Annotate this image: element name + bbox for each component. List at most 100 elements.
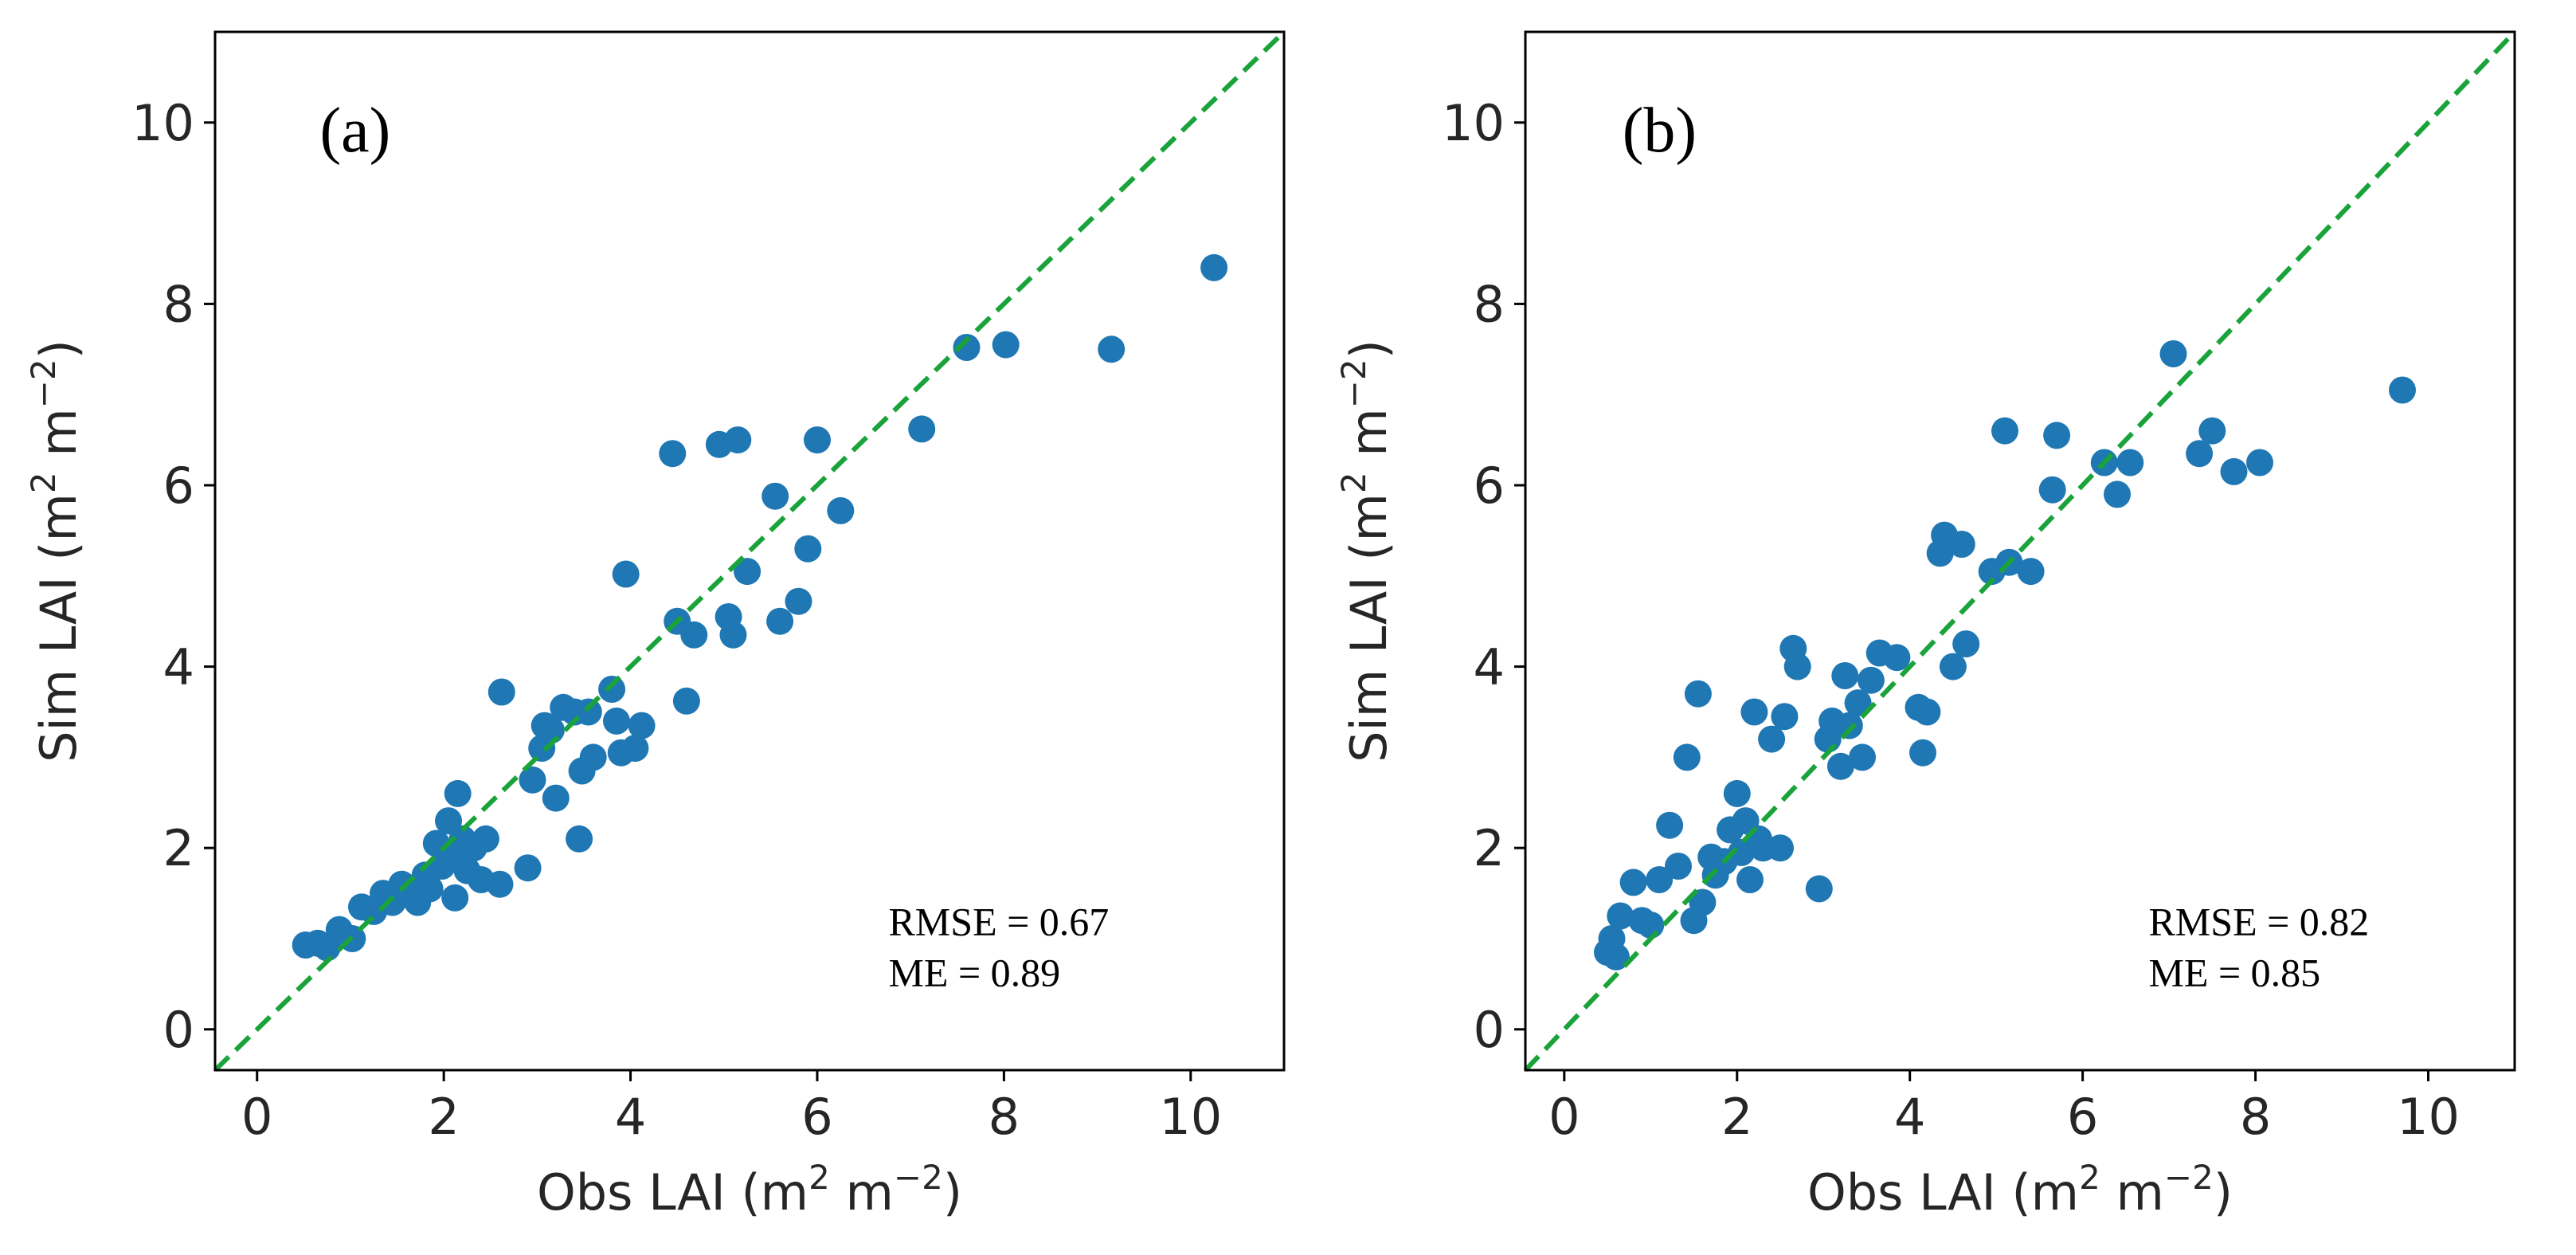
data-point bbox=[1646, 866, 1674, 893]
data-point bbox=[2038, 476, 2066, 504]
data-point bbox=[1826, 752, 1854, 780]
data-point bbox=[1723, 779, 1751, 807]
data-point bbox=[444, 779, 472, 807]
data-point bbox=[2198, 417, 2226, 445]
data-point bbox=[1098, 335, 1126, 363]
x-tick-label: 10 bbox=[1159, 1088, 1222, 1146]
x-axis-title: Obs LAI (m2 m−2) bbox=[1807, 1158, 2233, 1222]
data-point bbox=[542, 784, 570, 812]
data-point bbox=[1835, 712, 1863, 739]
data-point bbox=[441, 884, 469, 912]
data-point bbox=[1665, 853, 1692, 880]
data-point bbox=[1607, 902, 1634, 930]
data-point bbox=[1913, 698, 1941, 726]
x-tick-label: 10 bbox=[2397, 1088, 2460, 1146]
data-point bbox=[519, 766, 546, 794]
axes-frame bbox=[1524, 30, 2516, 1072]
data-point bbox=[2017, 558, 2045, 586]
x-tick-label: 4 bbox=[615, 1088, 646, 1146]
y-tick-label: 0 bbox=[1474, 1001, 1505, 1059]
x-axis-title: Obs LAI (m2 m−2) bbox=[537, 1158, 962, 1222]
data-point bbox=[2104, 480, 2131, 508]
data-point bbox=[719, 621, 747, 649]
data-point bbox=[1637, 911, 1665, 939]
data-point bbox=[734, 558, 761, 586]
data-point bbox=[598, 676, 626, 703]
data-point bbox=[1849, 743, 1876, 771]
data-point bbox=[1740, 698, 1768, 726]
data-point bbox=[1684, 680, 1712, 708]
data-point bbox=[1602, 943, 1630, 971]
data-point bbox=[724, 426, 752, 454]
x-tick-label: 8 bbox=[2240, 1088, 2271, 1146]
y-axis-title: Sim LAI (m2 m−2) bbox=[1334, 339, 1398, 763]
data-point bbox=[2043, 422, 2071, 449]
y-axis-ticks: 0 2 4 6 8 10 bbox=[1442, 94, 1525, 1059]
data-point bbox=[992, 331, 1020, 359]
me-annotation: ME = 0.89 bbox=[888, 951, 1060, 995]
data-point bbox=[574, 698, 602, 726]
data-point bbox=[603, 707, 630, 735]
data-point bbox=[1619, 869, 1647, 896]
panel-a: 0 2 4 6 8 10 0 2 4 6 8 10 (a) RMSE = 0.67 ME = 0.8… bbox=[24, 29, 1286, 1222]
data-point bbox=[1758, 725, 1786, 753]
x-tick-label: 4 bbox=[1894, 1088, 1925, 1146]
data-point bbox=[1783, 653, 1811, 680]
x-tick-label: 0 bbox=[1548, 1088, 1580, 1146]
data-point bbox=[2159, 340, 2187, 367]
scatter-points bbox=[1594, 340, 2416, 971]
y-tick-label: 6 bbox=[163, 457, 194, 515]
data-point bbox=[566, 825, 593, 853]
data-point bbox=[486, 870, 514, 898]
x-tick-label: 8 bbox=[989, 1088, 1020, 1146]
data-point bbox=[628, 712, 656, 739]
x-tick-label: 2 bbox=[428, 1088, 459, 1146]
data-point bbox=[1939, 653, 1967, 680]
data-point bbox=[766, 607, 794, 635]
data-point bbox=[1883, 644, 1911, 672]
data-point bbox=[1656, 811, 1684, 839]
x-axis-ticks: 0 2 4 6 8 10 bbox=[241, 1070, 1222, 1146]
y-tick-label: 8 bbox=[1474, 275, 1505, 333]
x-tick-label: 6 bbox=[2067, 1088, 2098, 1146]
data-point bbox=[1736, 866, 1764, 893]
y-tick-label: 2 bbox=[163, 819, 194, 877]
data-point bbox=[1909, 739, 1936, 767]
me-annotation: ME = 0.85 bbox=[2148, 951, 2320, 995]
y-tick-label: 6 bbox=[1474, 457, 1505, 515]
data-point bbox=[953, 334, 981, 361]
x-tick-label: 6 bbox=[801, 1088, 832, 1146]
data-point bbox=[2186, 440, 2214, 468]
data-point bbox=[908, 415, 936, 443]
data-point bbox=[1948, 531, 1975, 558]
axes-frame bbox=[213, 30, 1286, 1072]
panel-b: 0 2 4 6 8 10 0 2 4 6 8 10 (b) RMSE = 0.82 ME = 0.8… bbox=[1334, 29, 2517, 1222]
y-tick-label: 0 bbox=[163, 1001, 194, 1059]
rmse-annotation: RMSE = 0.82 bbox=[2148, 900, 2369, 944]
data-point bbox=[785, 587, 812, 615]
data-point bbox=[1200, 253, 1228, 281]
data-point bbox=[672, 687, 700, 715]
data-point bbox=[2389, 376, 2416, 404]
y-axis-ticks: 0 2 4 6 8 10 bbox=[131, 94, 215, 1059]
data-point bbox=[680, 621, 708, 649]
data-point bbox=[1689, 888, 1717, 916]
data-point bbox=[2246, 449, 2273, 477]
data-point bbox=[621, 735, 649, 762]
data-point bbox=[1805, 875, 1833, 903]
y-tick-label: 2 bbox=[1474, 819, 1505, 877]
y-tick-label: 10 bbox=[131, 94, 194, 152]
identity-line bbox=[1523, 29, 2517, 1073]
y-tick-label: 4 bbox=[163, 638, 194, 696]
data-point bbox=[537, 716, 565, 744]
x-tick-label: 0 bbox=[241, 1088, 272, 1146]
data-point bbox=[1952, 630, 1980, 658]
data-point bbox=[487, 678, 515, 706]
data-point bbox=[659, 440, 687, 468]
x-tick-label: 2 bbox=[1721, 1088, 1752, 1146]
data-point bbox=[1844, 689, 1872, 717]
data-point bbox=[472, 825, 499, 853]
data-point bbox=[1673, 743, 1701, 771]
y-tick-label: 10 bbox=[1442, 94, 1505, 152]
